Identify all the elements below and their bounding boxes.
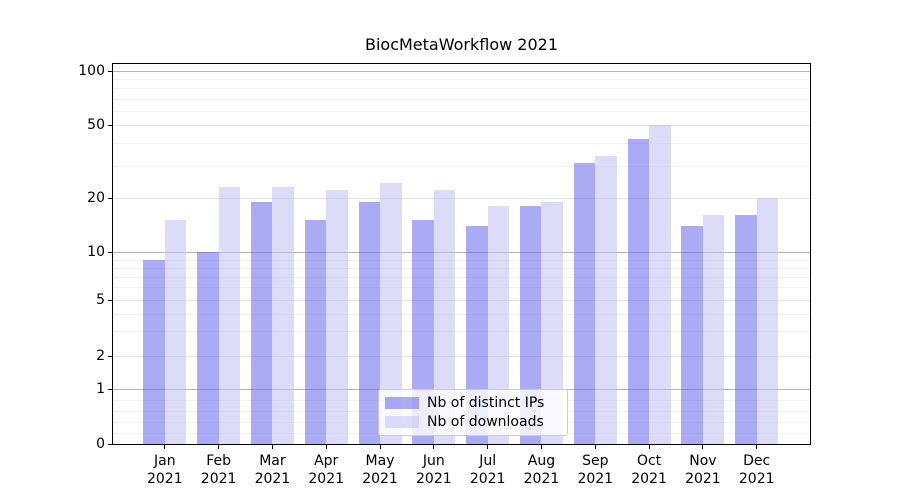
- legend: Nb of distinct IPs Nb of downloads: [378, 389, 568, 436]
- bar-ips-feb-2021: [197, 252, 219, 444]
- y-tick-label: 100: [78, 62, 105, 79]
- y-gridline-minor: [113, 165, 810, 167]
- legend-swatch-distinct-ips: [385, 397, 419, 409]
- x-tick-label: Oct 2021: [631, 453, 667, 487]
- x-tick-label: May 2021: [362, 453, 398, 487]
- x-tick-label: Nov 2021: [685, 453, 721, 487]
- y-gridline-minor: [113, 287, 810, 289]
- axis-spine-bottom: [112, 444, 811, 445]
- bar-downloads-mar-2021: [272, 186, 294, 444]
- y-tick: [108, 300, 112, 301]
- legend-swatch-downloads: [385, 416, 419, 428]
- bar-ips-dec-2021: [735, 215, 757, 444]
- bar-downloads-jun-2021: [433, 190, 456, 444]
- x-tick: [325, 445, 327, 449]
- y-gridline-minor: [113, 142, 810, 144]
- x-tick-label: Jan 2021: [146, 453, 183, 487]
- bar-ips-jan-2021: [143, 259, 165, 444]
- bar-downloads-may-2021: [380, 183, 402, 444]
- y-gridline: [113, 300, 810, 301]
- y-gridline-minor: [113, 331, 810, 333]
- legend-label-downloads: Nb of downloads: [427, 414, 544, 430]
- x-tick-label: Dec 2021: [738, 453, 775, 487]
- bar-ips-aug-2021: [519, 205, 542, 444]
- y-gridline-minor: [113, 78, 810, 80]
- y-tick-label: 1: [96, 381, 105, 398]
- y-tick-label: 5: [96, 292, 105, 308]
- y-gridline: [113, 125, 810, 127]
- axis-spine-top: [112, 63, 811, 64]
- y-gridline-minor: [113, 259, 810, 261]
- y-tick: [108, 389, 112, 391]
- y-tick: [108, 444, 112, 445]
- x-tick-label: Feb 2021: [200, 453, 237, 487]
- x-tick: [756, 445, 758, 449]
- x-tick: [648, 445, 650, 449]
- x-tick-label: Mar 2021: [254, 453, 291, 487]
- y-tick: [108, 125, 112, 127]
- legend-item-distinct-ips: Nb of distinct IPs: [385, 395, 561, 411]
- axis-spine-left: [112, 63, 113, 445]
- bar-downloads-feb-2021: [218, 186, 241, 444]
- y-tick: [108, 252, 112, 254]
- y-gridline: [113, 355, 810, 357]
- y-gridline-minor: [113, 98, 810, 100]
- x-tick-label: Apr 2021: [308, 453, 345, 487]
- x-tick: [218, 445, 220, 449]
- y-gridline: [113, 252, 810, 254]
- y-gridline-minor: [113, 267, 810, 269]
- bar-downloads-oct-2021: [649, 125, 671, 444]
- bar-downloads-nov-2021: [702, 215, 725, 444]
- bar-downloads-aug-2021: [541, 201, 563, 444]
- legend-label-distinct-ips: Nb of distinct IPs: [427, 395, 545, 411]
- bar-ips-may-2021: [358, 201, 381, 444]
- x-tick-label: Aug 2021: [523, 453, 560, 487]
- y-gridline-minor: [113, 110, 810, 112]
- x-tick: [594, 445, 596, 449]
- bar-ips-mar-2021: [250, 201, 273, 444]
- legend-item-downloads: Nb of downloads: [385, 414, 561, 430]
- x-tick: [433, 445, 435, 449]
- x-tick-label: Jul 2021: [469, 453, 506, 487]
- y-tick: [108, 197, 112, 199]
- x-tick: [540, 445, 542, 449]
- bar-ips-sep-2021: [573, 163, 596, 444]
- y-gridline-minor: [113, 88, 810, 90]
- y-gridline-minor: [113, 276, 810, 278]
- y-tick: [108, 70, 112, 72]
- bar-downloads-dec-2021: [756, 197, 779, 444]
- x-tick: [271, 445, 273, 449]
- chart-title: BiocMetaWorkflow 2021: [364, 35, 558, 54]
- bar-downloads-apr-2021: [326, 190, 348, 444]
- y-tick-label: 20: [87, 189, 105, 206]
- x-tick: [487, 445, 489, 449]
- bar-downloads-sep-2021: [595, 155, 617, 444]
- y-gridline-minor: [113, 313, 810, 315]
- y-tick: [108, 355, 112, 357]
- bar-ips-apr-2021: [304, 220, 327, 444]
- y-tick-label: 50: [87, 117, 105, 134]
- x-tick: [702, 445, 704, 449]
- bar-ips-jun-2021: [412, 220, 434, 444]
- y-gridline: [113, 70, 810, 72]
- x-tick: [164, 445, 166, 449]
- bar-downloads-jul-2021: [487, 205, 510, 444]
- x-tick-label: Sep 2021: [577, 453, 614, 487]
- x-tick: [379, 445, 381, 449]
- bar-ips-oct-2021: [627, 139, 650, 444]
- x-tick-label: Jun 2021: [416, 453, 452, 487]
- bar-ips-nov-2021: [681, 225, 703, 444]
- bar-downloads-jan-2021: [164, 220, 187, 444]
- axis-spine-right: [810, 63, 811, 445]
- y-tick-label: 10: [87, 244, 105, 261]
- y-tick-label: 2: [96, 347, 105, 364]
- y-gridline: [113, 197, 810, 199]
- y-tick-label: 0: [96, 436, 105, 452]
